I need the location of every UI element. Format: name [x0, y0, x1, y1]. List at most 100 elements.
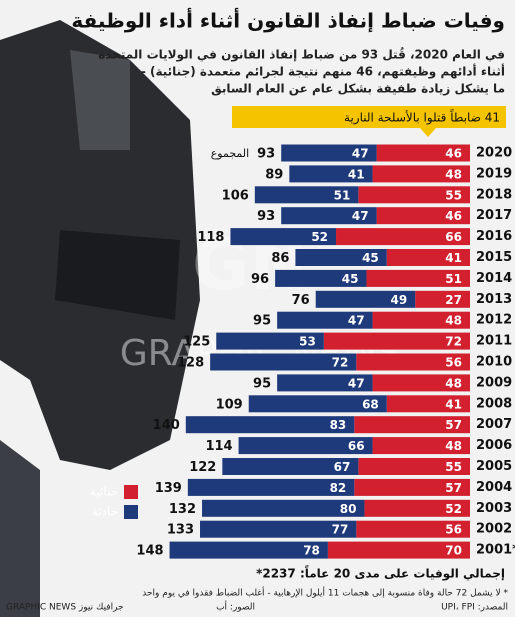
total-label: 114	[205, 439, 232, 454]
bar-segment	[210, 353, 357, 371]
value-label: 72	[332, 356, 349, 370]
bar-segment	[248, 395, 387, 413]
value-label: 55	[445, 460, 462, 474]
bar-segment	[281, 144, 377, 162]
y-tick-label: 2012	[476, 313, 512, 328]
bar-segment	[376, 207, 470, 225]
bar-segment	[372, 165, 470, 183]
total-label: 139	[155, 481, 182, 496]
value-label: 49	[390, 293, 407, 307]
bar-segment	[323, 332, 470, 350]
total-label: 106	[222, 188, 249, 203]
total-caption: المجموع	[211, 147, 249, 160]
bar-segment	[356, 520, 470, 538]
value-label: 48	[445, 167, 462, 181]
y-tick-label: 2013	[476, 292, 512, 307]
value-label: 56	[445, 523, 462, 537]
footnote: * لا يشمل 72 حالة وفاة منسوبة إلى هجمات …	[142, 587, 508, 599]
total-label: 132	[169, 502, 196, 517]
legend-label: حادثة	[92, 505, 118, 519]
source: المصدر: UPI، FPI	[441, 603, 508, 613]
brand: GRAPHIC NEWS جرافيك نيوز	[6, 603, 124, 613]
value-label: 70	[445, 544, 462, 558]
bar-segment	[386, 395, 470, 413]
bar-segment	[364, 499, 470, 517]
bar-segment	[376, 144, 470, 162]
value-label: 57	[445, 418, 462, 432]
bar-segment	[222, 458, 359, 475]
y-tick-label: 2006	[476, 438, 512, 453]
bar-segment	[169, 541, 328, 559]
y-tick-label: 2017	[476, 208, 512, 223]
value-label: 46	[445, 209, 462, 223]
total-label: 109	[216, 397, 243, 412]
total-label: 93	[257, 209, 275, 224]
total-label: 140	[153, 418, 180, 433]
y-tick-label: 2015	[476, 250, 512, 265]
y-tick-label: 2007	[476, 417, 512, 432]
bar-segment	[275, 269, 367, 287]
y-tick-label: 2008	[476, 396, 512, 411]
value-label: 83	[330, 418, 347, 432]
value-label: 52	[445, 502, 462, 516]
total-label: 118	[197, 230, 224, 245]
y-tick-label: 2020	[476, 146, 512, 161]
legend-label: جنائية	[90, 485, 118, 499]
legend-swatch	[124, 505, 138, 519]
value-label: 47	[352, 147, 369, 161]
bar-segment	[386, 249, 470, 266]
value-label: 52	[311, 230, 328, 244]
bar-segment	[366, 269, 470, 287]
bar-segment	[185, 416, 355, 434]
y-tick-label: 2014	[476, 271, 512, 286]
total-note: إجمالي الوفيات على مدى 20 عاماً: 2237*	[256, 565, 505, 582]
value-label: 53	[299, 335, 316, 349]
bar-segment	[230, 228, 337, 246]
value-label: 48	[445, 376, 462, 390]
value-label: 57	[445, 481, 462, 495]
bar-segment	[254, 186, 359, 204]
bar-segment	[358, 186, 470, 204]
y-tick-label: 2011	[476, 334, 512, 349]
bar-segment	[315, 290, 416, 308]
chart-title: وفيات ضباط إنفاذ القانون أثناء أداء الوظ…	[71, 7, 505, 33]
value-label: 27	[445, 293, 462, 307]
photo-shape	[70, 50, 130, 150]
total-label: 96	[251, 272, 269, 287]
bar-segment	[289, 165, 373, 183]
value-label: 41	[445, 397, 462, 411]
annotation: 41 ضابطاً قتلوا بالأسلحة النارية	[344, 109, 500, 126]
value-label: 41	[445, 251, 462, 265]
subtitle: أثناء أدائهم وظيفتهم، 46 منهم نتيجة لجرا…	[141, 64, 505, 80]
total-label: 95	[253, 314, 271, 329]
value-label: 82	[330, 481, 347, 495]
value-label: 66	[348, 439, 365, 453]
y-tick-label: 2005	[476, 459, 512, 474]
value-label: 67	[334, 460, 351, 474]
bar-segment	[356, 353, 470, 371]
y-tick-label: 2004	[476, 480, 512, 495]
bar-segment	[372, 437, 470, 455]
value-label: 48	[445, 439, 462, 453]
total-label: 93	[257, 147, 275, 162]
annotation-box	[232, 106, 506, 128]
value-label: 77	[332, 523, 349, 537]
total-label: 76	[292, 293, 310, 308]
bar-segment	[415, 290, 470, 308]
value-label: 41	[348, 167, 365, 181]
value-label: 47	[348, 314, 365, 328]
total-label: 128	[177, 356, 204, 371]
y-tick-label: 2002	[476, 522, 512, 537]
y-tick-label: 2018	[476, 187, 512, 202]
bar-segment	[354, 416, 470, 434]
value-label: 47	[352, 209, 369, 223]
bar-segment	[336, 228, 470, 246]
bar-segment	[372, 311, 470, 329]
value-label: 80	[340, 502, 357, 516]
value-label: 45	[342, 272, 359, 286]
value-label: 56	[445, 356, 462, 370]
value-label: 66	[445, 230, 462, 244]
bar-segment	[277, 374, 373, 392]
